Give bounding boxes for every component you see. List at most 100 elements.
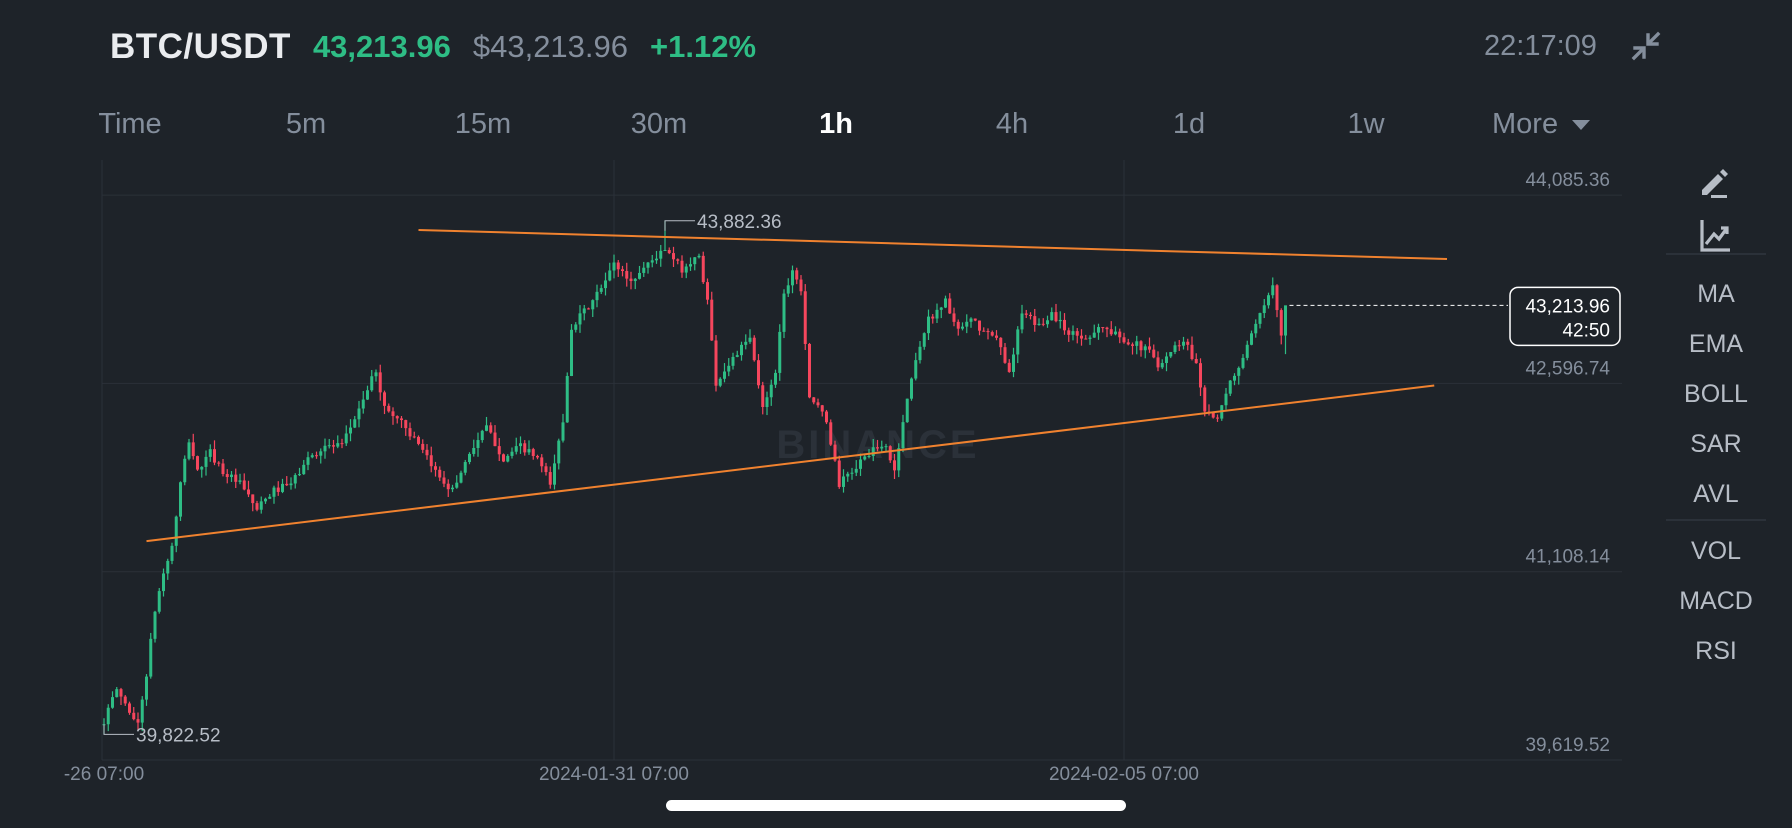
- candle-body: [344, 433, 348, 444]
- candle-body: [425, 449, 429, 456]
- candle-body: [272, 487, 276, 497]
- candle-body: [578, 313, 582, 325]
- indicator-ma[interactable]: MA: [1697, 280, 1735, 308]
- candle-body: [973, 318, 977, 321]
- candle-body: [179, 482, 182, 517]
- candle-body: [149, 638, 153, 677]
- candle-body: [859, 459, 862, 469]
- candle-body: [1177, 345, 1181, 347]
- indicator-avl[interactable]: AVL: [1693, 480, 1739, 508]
- candle-body: [1088, 337, 1092, 339]
- candle-body: [888, 446, 892, 461]
- low-price-label: 39,822.52: [136, 725, 221, 746]
- candle-body: [191, 442, 195, 457]
- collapse-icon[interactable]: [1628, 28, 1664, 64]
- candle-body: [748, 337, 752, 342]
- candle-body: [616, 262, 620, 270]
- candle-body: [846, 473, 850, 477]
- candle-body: [383, 392, 386, 406]
- candle-body: [965, 321, 969, 327]
- candle-body: [969, 318, 973, 322]
- candle-body: [115, 689, 119, 698]
- axis-labels: 44,085.36 42,596.74 41,108.14 39,619.52 -26 …: [64, 170, 1621, 785]
- candle-body: [1092, 332, 1096, 338]
- draw-pen-icon[interactable]: [1694, 162, 1734, 202]
- more-dropdown[interactable]: More: [1492, 108, 1591, 141]
- tab-1w[interactable]: 1w: [1347, 108, 1385, 140]
- candle-body: [187, 442, 191, 459]
- candle-body: [531, 449, 535, 457]
- candle-body: [276, 487, 280, 492]
- candle-body: [863, 456, 867, 460]
- candle-body: [731, 356, 735, 366]
- chart-indicator-icon[interactable]: [1694, 216, 1734, 256]
- sidebar-divider: [1666, 519, 1766, 521]
- candle-body: [1241, 357, 1245, 368]
- candle-body: [893, 460, 896, 471]
- candle-body: [404, 420, 408, 429]
- candle-body: [119, 689, 123, 697]
- indicator-boll[interactable]: BOLL: [1684, 380, 1748, 408]
- candle-body: [519, 443, 522, 447]
- indicator-sar[interactable]: SAR: [1690, 430, 1742, 458]
- candle-body: [1262, 305, 1266, 314]
- candle-body: [655, 258, 658, 261]
- candle-body: [740, 344, 743, 356]
- tab-time[interactable]: Time: [98, 108, 162, 140]
- candle-body: [442, 477, 446, 484]
- candle-body: [183, 458, 187, 483]
- candle-body: [1228, 380, 1232, 394]
- candle-body: [1041, 323, 1045, 325]
- indicator-ema[interactable]: EMA: [1688, 330, 1744, 358]
- candle-body: [1016, 329, 1020, 355]
- home-indicator[interactable]: [666, 800, 1126, 811]
- candle-body: [485, 425, 488, 431]
- candle-body: [1279, 310, 1283, 336]
- candle-body: [829, 422, 833, 445]
- candle-body: [370, 376, 374, 391]
- candle-body: [196, 456, 199, 470]
- candle-body: [1173, 345, 1177, 352]
- candle-body: [438, 469, 442, 478]
- candle-body: [1020, 313, 1024, 330]
- candle-body: [672, 253, 675, 260]
- candle-body: [480, 430, 484, 441]
- tab-1d[interactable]: 1d: [1172, 108, 1206, 140]
- candle-body: [451, 487, 454, 490]
- candle-body: [591, 300, 595, 310]
- candle-body: [939, 307, 943, 310]
- candle-body: [570, 329, 573, 376]
- candle-body: [497, 446, 501, 455]
- candle-body: [1233, 375, 1236, 381]
- candle-body: [667, 250, 671, 254]
- candle-body: [944, 298, 947, 308]
- candle-body: [1148, 346, 1151, 350]
- tab-4h[interactable]: 4h: [995, 108, 1029, 140]
- indicator-macd[interactable]: MACD: [1679, 587, 1753, 615]
- candle-body: [1080, 335, 1083, 339]
- candle-body: [378, 372, 382, 393]
- tab-15m[interactable]: 15m: [454, 108, 512, 140]
- countdown-label: 42:50: [1562, 320, 1610, 341]
- candle-body: [914, 360, 918, 379]
- candle-body: [1211, 412, 1215, 418]
- indicator-vol[interactable]: VOL: [1690, 537, 1742, 565]
- tab-30m[interactable]: 30m: [630, 108, 688, 140]
- candle-body: [646, 262, 650, 268]
- trendline-upper: [418, 228, 1448, 261]
- candle-body: [1063, 319, 1066, 331]
- tab-5m[interactable]: 5m: [285, 108, 327, 140]
- candle-body: [723, 371, 726, 379]
- candle-body: [625, 271, 629, 279]
- current-price-box: [1509, 286, 1621, 347]
- symbol-label[interactable]: BTC/USDT: [110, 27, 291, 66]
- indicator-rsi[interactable]: RSI: [1695, 637, 1737, 665]
- tab-1h[interactable]: 1h: [819, 108, 853, 140]
- candle-body: [395, 416, 399, 419]
- candle-body: [548, 472, 552, 485]
- candle-body: [978, 320, 981, 331]
- candles: [102, 220, 1287, 735]
- candle-body: [680, 260, 684, 273]
- candle-body: [145, 676, 148, 700]
